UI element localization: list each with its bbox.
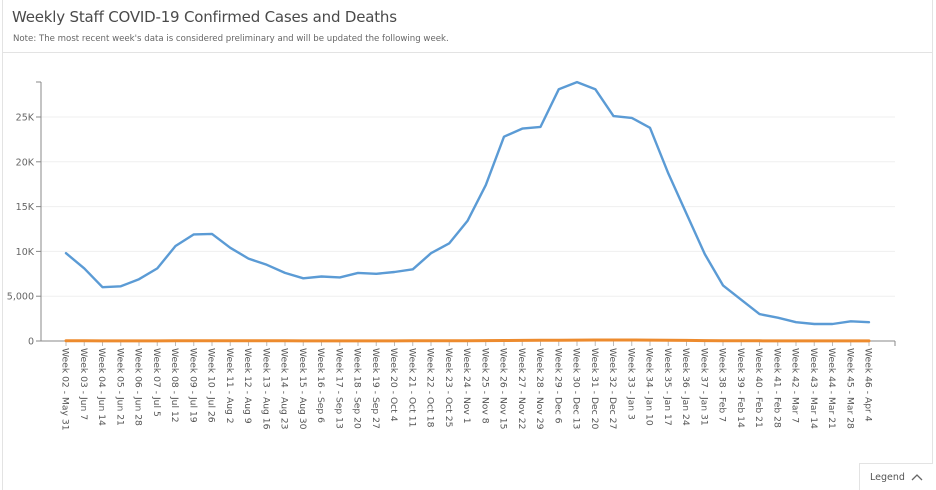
legend-toggle-button[interactable]: Legend — [859, 463, 933, 490]
x-tick-label: Week 30 - Dec 13 — [571, 348, 582, 429]
x-tick-label: Week 41 - Feb 28 — [771, 348, 782, 428]
x-tick-label: Week 07 - Jul 5 — [151, 348, 162, 417]
chart-note: Note: The most recent week's data is con… — [13, 34, 449, 44]
x-tick-label: Week 23 - Oct 25 — [443, 348, 454, 428]
y-tick-label: 25K — [16, 113, 35, 124]
series-line-deaths — [64, 338, 871, 343]
x-tick-label: Week 36 - Jan 24 — [680, 348, 691, 426]
x-tick-label: Week 21 - Oct 11 — [406, 348, 417, 427]
gridlines — [41, 116, 895, 297]
x-tick-label: Week 37 - Jan 31 — [698, 348, 709, 426]
x-tick-label: Week 20 - Oct 4 — [388, 348, 399, 422]
x-tick-label: Week 46 - Apr 4 — [863, 348, 874, 422]
chart-header: Weekly Staff COVID-19 Confirmed Cases an… — [3, 0, 932, 53]
y-tick-label: 5,000 — [7, 292, 34, 303]
x-tick-label: Week 12 - Aug 9 — [242, 348, 253, 424]
y-tick-label: 15K — [16, 202, 35, 213]
x-tick-label: Week 34 - Jan 10 — [644, 348, 655, 426]
x-tick-label: Week 17 - Sep 13 — [333, 348, 344, 429]
chevron-up-icon — [911, 474, 923, 481]
y-tick-label: 20K — [16, 157, 35, 168]
x-tick-label: Week 42 - Mar 7 — [790, 348, 801, 423]
x-tick-label: Week 28 - Nov 29 — [534, 348, 545, 430]
x-tick-label: Week 32 - Dec 27 — [607, 348, 618, 429]
x-tick-label: Week 25 - Nov 8 — [479, 348, 490, 424]
x-tick-label: Week 03 - Jun 7 — [78, 348, 89, 420]
series-lines — [64, 80, 871, 343]
x-tick-label: Week 33 - Jan 3 — [625, 348, 636, 420]
x-tick-label: Week 18 - Sep 20 — [352, 348, 363, 429]
series-line-confirmed-cases — [64, 80, 871, 326]
x-tick-label: Week 16 - Sep 6 — [315, 348, 326, 423]
x-tick-label: Week 08 - Jul 12 — [169, 348, 180, 423]
x-tick-label: Week 15 - Aug 30 — [297, 348, 308, 430]
y-tick-label: 0 — [28, 337, 34, 348]
x-tick-label: Week 31 - Dec 20 — [589, 348, 600, 429]
x-axis-ticks: Week 02 - May 31 Week 03 - Jun 7 Week 04 -… — [60, 341, 874, 431]
x-tick-label: Week 22 - Oct 18 — [425, 348, 436, 428]
x-tick-label: Week 14 - Aug 23 — [279, 348, 290, 430]
y-tick-label: 10K — [16, 247, 35, 258]
x-tick-label: Week 02 - May 31 — [60, 348, 71, 431]
x-tick-label: Week 29 - Dec 6 — [552, 348, 563, 424]
x-tick-label: Week 35 - Jan 17 — [662, 348, 673, 426]
x-tick-label: Week 19 - Sep 27 — [370, 348, 381, 429]
x-tick-label: Week 45 - Mar 28 — [844, 348, 855, 429]
axes — [36, 81, 896, 346]
x-tick-label: Week 39 - Feb 14 — [735, 348, 746, 428]
x-tick-label: Week 27 - Nov 22 — [516, 348, 527, 429]
chart-title: Weekly Staff COVID-19 Confirmed Cases an… — [12, 8, 397, 26]
x-tick-label: Week 38 - Feb 7 — [717, 348, 728, 422]
x-tick-label: Week 44 - Mar 21 — [826, 348, 837, 429]
y-axis-ticks: 0 5,000 10K 15K 20K 25K — [7, 113, 41, 348]
x-tick-label: Week 10 - Jul 26 — [206, 348, 217, 423]
x-tick-label: Week 24 - Nov 1 — [461, 348, 472, 424]
x-tick-label: Week 26 - Nov 15 — [498, 348, 509, 430]
x-tick-label: Week 04 - Jun 14 — [96, 348, 107, 426]
x-tick-label: Week 40 - Feb 21 — [753, 348, 764, 428]
legend-label: Legend — [870, 471, 905, 483]
x-tick-label: Week 11 - Aug 2 — [224, 348, 235, 424]
x-tick-label: Week 06 - Jun 28 — [133, 348, 144, 426]
x-tick-label: Week 43 - Mar 14 — [808, 348, 819, 429]
x-tick-label: Week 05 - Jun 21 — [114, 348, 125, 426]
x-tick-label: Week 13 - Aug 16 — [260, 348, 271, 430]
x-tick-label: Week 09 - Jul 19 — [187, 348, 198, 423]
